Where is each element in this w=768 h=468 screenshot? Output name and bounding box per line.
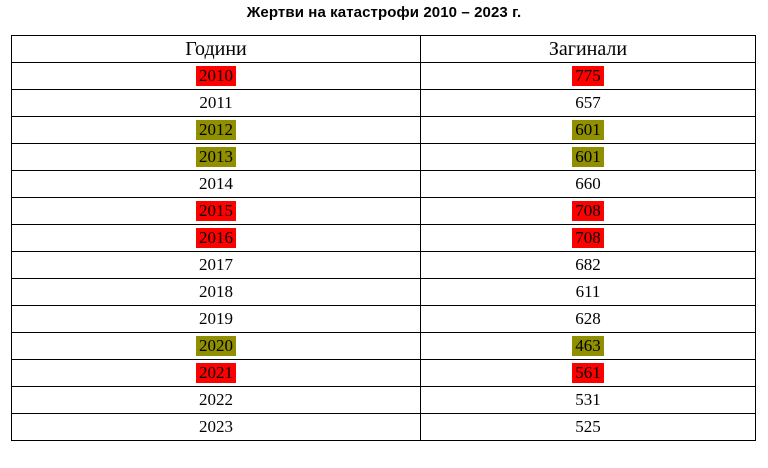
table-row: 2016 708 bbox=[11, 224, 756, 252]
highlighted-value: 601 bbox=[572, 147, 604, 167]
table-row: 2021 561 bbox=[11, 359, 756, 387]
table-row: 2017 682 bbox=[11, 251, 756, 279]
year-cell: 2022 bbox=[11, 386, 421, 414]
year-cell: 2021 bbox=[11, 359, 421, 387]
highlighted-value: 2013 bbox=[196, 147, 236, 167]
highlighted-value: 561 bbox=[572, 363, 604, 383]
highlighted-value: 2016 bbox=[196, 228, 236, 248]
year-cell: 2018 bbox=[11, 278, 421, 306]
casualties-table: Години Загинали 2010 775 2011 657 2012 601 201… bbox=[11, 35, 756, 441]
table-row: 2014 660 bbox=[11, 170, 756, 198]
table-row: 2020 463 bbox=[11, 332, 756, 360]
highlighted-value: 2020 bbox=[196, 336, 236, 356]
value: 611 bbox=[575, 282, 601, 301]
year-cell: 2011 bbox=[11, 89, 421, 117]
value: 525 bbox=[575, 417, 601, 436]
highlighted-value: 463 bbox=[572, 336, 604, 356]
highlighted-value: 2010 bbox=[196, 66, 236, 86]
highlighted-value: 2012 bbox=[196, 120, 236, 140]
deaths-cell: 611 bbox=[420, 278, 756, 306]
deaths-cell: 660 bbox=[420, 170, 756, 198]
deaths-cell: 628 bbox=[420, 305, 756, 333]
table-body: 2010 775 2011 657 2012 601 2013 601 2014 660 2015 7… bbox=[11, 62, 756, 441]
table-row: 2013 601 bbox=[11, 143, 756, 171]
deaths-cell: 463 bbox=[420, 332, 756, 360]
value: 2018 bbox=[199, 282, 233, 301]
highlighted-value: 2015 bbox=[196, 201, 236, 221]
value: 660 bbox=[575, 174, 601, 193]
deaths-cell: 561 bbox=[420, 359, 756, 387]
year-cell: 2012 bbox=[11, 116, 421, 144]
year-cell: 2020 bbox=[11, 332, 421, 360]
year-cell: 2017 bbox=[11, 251, 421, 279]
deaths-cell: 708 bbox=[420, 197, 756, 225]
value: 531 bbox=[575, 390, 601, 409]
value: 2023 bbox=[199, 417, 233, 436]
table-row: 2011 657 bbox=[11, 89, 756, 117]
year-cell: 2023 bbox=[11, 413, 421, 441]
highlighted-value: 708 bbox=[572, 201, 604, 221]
table-row: 2023 525 bbox=[11, 413, 756, 441]
table-row: 2012 601 bbox=[11, 116, 756, 144]
highlighted-value: 775 bbox=[572, 66, 604, 86]
document-title: Жертви на катастрофи 2010 – 2023 г. bbox=[246, 4, 522, 21]
deaths-cell: 601 bbox=[420, 116, 756, 144]
table-row: 2019 628 bbox=[11, 305, 756, 333]
year-cell: 2015 bbox=[11, 197, 421, 225]
deaths-cell: 775 bbox=[420, 62, 756, 90]
year-cell: 2019 bbox=[11, 305, 421, 333]
value: 2017 bbox=[199, 255, 233, 274]
column-header-deaths: Загинали bbox=[420, 35, 756, 63]
value: 2022 bbox=[199, 390, 233, 409]
year-cell: 2013 bbox=[11, 143, 421, 171]
table-row: 2018 611 bbox=[11, 278, 756, 306]
deaths-cell: 708 bbox=[420, 224, 756, 252]
value: 2019 bbox=[199, 309, 233, 328]
deaths-cell: 525 bbox=[420, 413, 756, 441]
year-cell: 2014 bbox=[11, 170, 421, 198]
value: 2014 bbox=[199, 174, 233, 193]
deaths-cell: 531 bbox=[420, 386, 756, 414]
column-header-years: Години bbox=[11, 35, 421, 63]
value: 2011 bbox=[199, 93, 233, 112]
highlighted-value: 708 bbox=[572, 228, 604, 248]
deaths-cell: 682 bbox=[420, 251, 756, 279]
value: 657 bbox=[575, 93, 601, 112]
value: 682 bbox=[575, 255, 601, 274]
year-cell: 2016 bbox=[11, 224, 421, 252]
value: 628 bbox=[575, 309, 601, 328]
deaths-cell: 601 bbox=[420, 143, 756, 171]
table-header-row: Години Загинали bbox=[11, 35, 756, 63]
table-row: 2022 531 bbox=[11, 386, 756, 414]
year-cell: 2010 bbox=[11, 62, 421, 90]
highlighted-value: 601 bbox=[572, 120, 604, 140]
highlighted-value: 2021 bbox=[196, 363, 236, 383]
table-row: 2015 708 bbox=[11, 197, 756, 225]
deaths-cell: 657 bbox=[420, 89, 756, 117]
table-row: 2010 775 bbox=[11, 62, 756, 90]
